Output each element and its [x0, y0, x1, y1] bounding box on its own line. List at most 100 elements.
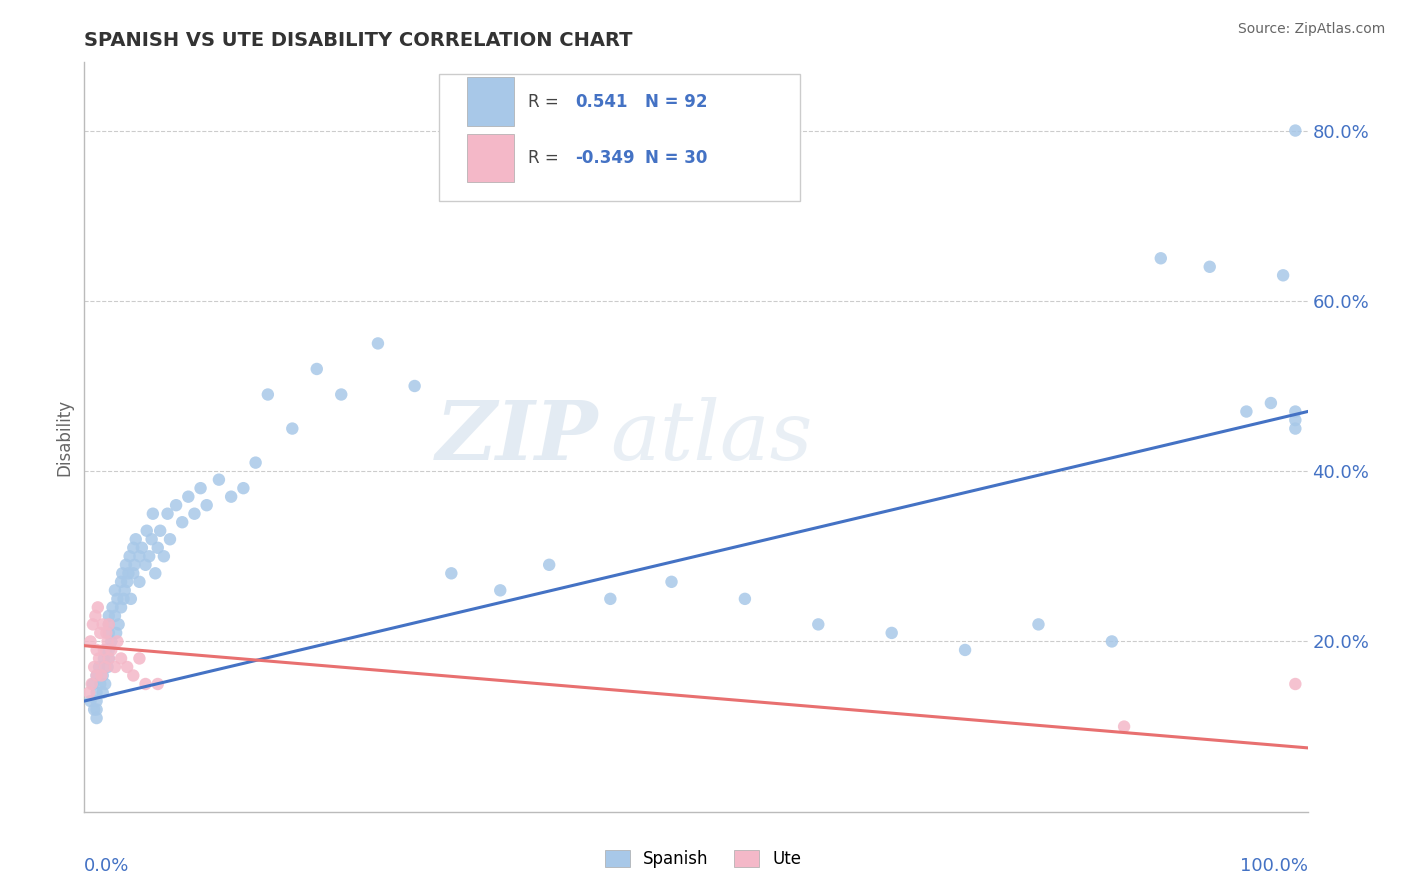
Point [807, 617, 830, 632]
Point [86, 668, 108, 682]
Point [159, 533, 181, 547]
Text: 100.0%: 100.0% [1240, 856, 1308, 875]
Point [97, 608, 120, 623]
Text: Source: ZipAtlas.com: Source: ZipAtlas.com [1237, 22, 1385, 37]
Point [153, 549, 176, 564]
Text: SPANISH VS UTE DISABILITY CORRELATION CHART: SPANISH VS UTE DISABILITY CORRELATION CH… [84, 30, 633, 50]
Point [110, 574, 132, 589]
Point [112, 591, 135, 606]
Point [83, 660, 105, 674]
FancyBboxPatch shape [439, 74, 800, 201]
Point [880, 626, 903, 640]
Point [87, 600, 110, 615]
Point [111, 566, 134, 581]
Point [208, 473, 231, 487]
Point [84, 608, 107, 623]
Point [97, 660, 120, 674]
Point [120, 591, 142, 606]
Point [110, 651, 132, 665]
Point [1028, 617, 1050, 632]
Point [80, 677, 103, 691]
Point [86, 643, 108, 657]
Point [219, 490, 242, 504]
Point [128, 574, 150, 589]
Point [115, 660, 138, 674]
Point [172, 515, 194, 529]
Point [101, 600, 124, 615]
Point [104, 583, 127, 598]
Point [96, 643, 118, 657]
Point [115, 558, 138, 572]
Point [107, 617, 129, 632]
Point [82, 677, 104, 691]
Point [135, 524, 157, 538]
Point [135, 677, 157, 691]
Point [1272, 268, 1295, 283]
Point [97, 651, 120, 665]
Point [83, 702, 105, 716]
Point [94, 660, 117, 674]
Point [97, 617, 120, 632]
Point [86, 702, 108, 716]
Point [96, 626, 118, 640]
Point [143, 566, 166, 581]
Point [149, 524, 172, 538]
Point [146, 677, 169, 691]
Point [195, 498, 218, 512]
Text: ZIP: ZIP [436, 397, 598, 477]
Text: R =: R = [529, 149, 564, 167]
Text: 0.0%: 0.0% [84, 856, 129, 875]
Point [93, 651, 115, 665]
Point [367, 336, 389, 351]
Point [135, 558, 157, 572]
Point [1198, 260, 1220, 274]
Point [1284, 123, 1306, 137]
Point [79, 634, 101, 648]
Point [91, 668, 114, 682]
Point [87, 651, 110, 665]
Point [190, 481, 212, 495]
Y-axis label: Disability: Disability [55, 399, 73, 475]
Text: N = 92: N = 92 [644, 93, 707, 111]
Point [734, 591, 756, 606]
Point [1114, 720, 1136, 734]
Point [87, 660, 110, 674]
Point [100, 634, 122, 648]
Legend: Spanish, Ute: Spanish, Ute [598, 843, 808, 875]
Point [117, 566, 139, 581]
Point [97, 643, 120, 657]
Text: 0.541: 0.541 [575, 93, 627, 111]
Point [89, 677, 111, 691]
Point [104, 608, 127, 623]
Point [245, 456, 267, 470]
Point [128, 549, 150, 564]
Point [146, 541, 169, 555]
Point [94, 677, 117, 691]
Point [86, 685, 108, 699]
Point [138, 549, 160, 564]
Point [105, 591, 128, 606]
Point [131, 541, 153, 555]
Point [156, 507, 179, 521]
Point [86, 694, 108, 708]
Point [91, 617, 114, 632]
Point [281, 421, 304, 435]
Point [97, 617, 120, 632]
Point [104, 660, 127, 674]
Point [440, 566, 463, 581]
Point [141, 533, 163, 547]
Point [1284, 677, 1306, 691]
Point [125, 533, 148, 547]
Point [97, 634, 120, 648]
Point [305, 362, 328, 376]
Point [128, 651, 150, 665]
Point [91, 685, 114, 699]
Point [177, 490, 200, 504]
Point [110, 600, 132, 615]
Point [77, 685, 100, 699]
Point [97, 626, 120, 640]
Point [82, 617, 104, 632]
Text: N = 30: N = 30 [644, 149, 707, 167]
Point [79, 694, 101, 708]
Point [142, 507, 165, 521]
